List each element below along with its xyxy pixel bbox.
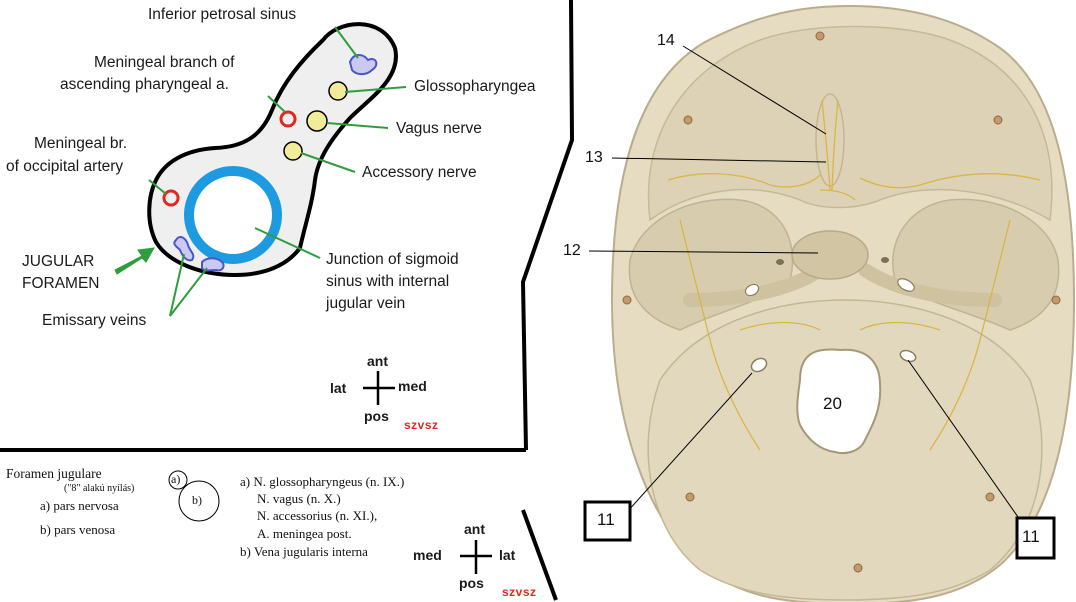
notes-desc-a4: A. meningea post. (257, 526, 352, 541)
foramen-lacerum-left (776, 259, 784, 265)
label-jugular-line2: FORAMEN (22, 275, 100, 292)
label-vagus-nerve: Vagus nerve (396, 120, 482, 137)
orient-top-ant: ant (367, 353, 388, 369)
notes-desc-a1: a) N. glossopharyngeus (n. IX.) (240, 474, 405, 489)
notes-desc-a3: N. accessorius (n. XI.), (257, 508, 378, 523)
foramen-lacerum-right (881, 257, 889, 263)
label-meningeal-branch-line1: Meningeal branch of (94, 54, 235, 71)
suture-lines (667, 99, 1041, 451)
skull-pegs (622, 31, 1061, 573)
emissary-vein-1 (173, 236, 195, 262)
label-junction-line3: jugular vein (326, 295, 406, 312)
panel-dividers (0, 0, 575, 601)
orientation-cross-bottom (460, 540, 492, 574)
notes-desc-a2: N. vagus (n. X.) (257, 491, 341, 506)
label-box-11-right (1015, 516, 1056, 560)
orient-bottom-lat: lat (499, 547, 516, 563)
jugular-foramen-diagram (147, 22, 398, 278)
label-junction-line2: sinus with internal (326, 273, 450, 290)
skull-label-14: 14 (657, 32, 675, 49)
orient-bottom-ant: ant (464, 521, 485, 537)
skull-label-12: 12 (563, 242, 581, 259)
label-meningeal-occipital-line1: Meningeal br. (34, 135, 128, 152)
jugular-foramen-arrow (114, 247, 155, 275)
label-emissary-veins: Emissary veins (42, 312, 147, 329)
petrous-ridge-right (858, 263, 1002, 307)
sigmoid-sinus-ring (184, 166, 282, 264)
skull-label-13: 13 (585, 149, 603, 166)
skull-label-11-right: 11 (1022, 527, 1040, 546)
orient-bottom-pos: pos (459, 575, 484, 591)
orientation-cross-top (363, 371, 395, 405)
notes-desc-b: b) Vena jugularis interna (240, 544, 368, 559)
orient-top-lat: lat (330, 380, 347, 396)
notes-circle-b-label: b) (192, 493, 202, 507)
label-junction-line1: Junction of sigmoid (326, 251, 459, 268)
label-glossopharyngeal: Glossopharyngea (414, 78, 536, 95)
orient-top-mark: szvsz (404, 418, 439, 432)
skull-label-20: 20 (823, 394, 842, 413)
crista-galli (815, 93, 845, 187)
skull-callouts (588, 45, 1026, 528)
meningeal-ascending-pharyngeal-dot (279, 110, 297, 128)
jugular-foramen-left (750, 357, 768, 373)
foramen-ovale-left (744, 283, 760, 297)
notes-item-b: b) pars venosa (40, 522, 116, 537)
circle-b-outline (178, 480, 220, 522)
glossopharyngeal-nerve-dot (328, 81, 348, 101)
orient-top-med: med (398, 378, 427, 394)
petrous-ridge-left (683, 263, 827, 307)
vagus-nerve-dot (306, 110, 328, 132)
label-meningeal-occipital-line2: of occipital artery (6, 158, 124, 175)
label-accessory-nerve: Accessory nerve (362, 164, 477, 181)
skull-photo (610, 4, 1076, 602)
orient-top-pos: pos (364, 408, 389, 424)
jugular-foramen-right (899, 349, 917, 363)
diagram-callouts (148, 26, 407, 317)
circle-a-outline (168, 470, 188, 490)
orient-bottom-med: med (413, 547, 442, 563)
notes-subtitle: ("8" alakú nyílás) (64, 483, 135, 494)
orient-bottom-mark: szvsz (502, 585, 537, 599)
skull-label-11-left: 11 (597, 510, 615, 529)
accessory-nerve-dot (283, 141, 303, 161)
label-jugular-line1: JUGULAR (22, 253, 95, 270)
notes-item-a: a) pars nervosa (40, 498, 119, 513)
label-box-11-left (583, 500, 632, 542)
anterior-fossa (647, 25, 1053, 222)
foramen-ovale-right (897, 278, 915, 292)
label-meningeal-branch-line2: ascending pharyngeal a. (60, 76, 229, 93)
sella-turcica (791, 230, 869, 280)
notes-circle-a-label: a) (171, 472, 181, 486)
inferior-petrosal-sinus-shape (348, 54, 378, 76)
foramen-magnum (796, 348, 882, 455)
meningeal-occipital-dot (162, 189, 180, 207)
notes-title: Foramen jugulare (6, 466, 102, 481)
label-inferior-petrosal-sinus: Inferior petrosal sinus (148, 6, 297, 23)
